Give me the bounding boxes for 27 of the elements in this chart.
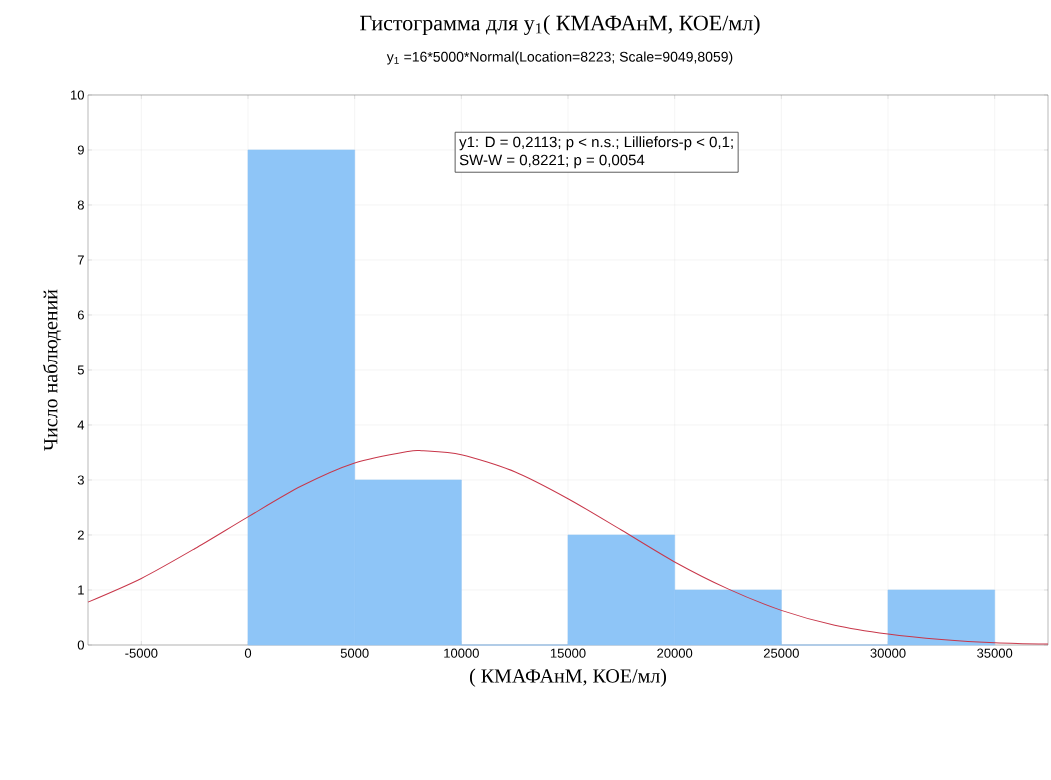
- y-tick-label: 4: [77, 420, 85, 430]
- x-tick-label: 30000: [870, 648, 906, 658]
- line-series: [87, 450, 1049, 645]
- x-tick-label: 10000: [444, 648, 479, 658]
- y-tick-label: 9: [77, 145, 84, 155]
- y-tick-label: 1: [78, 585, 84, 595]
- chart-title: Гистограмма для y$_{1}$( КМАФАнМ, КОЕ/мл): [360, 14, 760, 35]
- x-tick-label: 5000: [340, 648, 369, 658]
- y-tick-label: 3: [77, 475, 84, 485]
- y-tick-label: 0: [77, 640, 84, 650]
- y-tick-label: 2: [77, 530, 84, 540]
- x-tick-label: 20000: [657, 648, 693, 658]
- y-axis-title: Число наблюдений: [42, 289, 62, 451]
- x-axis-title: ( КМАФАнМ, КОЕ/мл): [469, 668, 667, 687]
- x-tick-label: -5000: [125, 648, 158, 658]
- chart-subtitle: y$_{1}$ =16*5000*Normal(Location=8223; Scale=9049,8059): [386, 51, 733, 65]
- y-tick-label: 5: [77, 365, 84, 375]
- annotation: y1: D = 0,2113; p < n.s.; Lilliefors-p < 0,1;: [459, 136, 733, 151]
- y-tick-label: 8: [77, 200, 84, 210]
- annotation: SW-W = 0,8221; p = 0,0054: [459, 154, 645, 169]
- y-tick-label: 6: [77, 310, 84, 320]
- x-tick-label: 0: [244, 648, 252, 658]
- x-tick-label: 35000: [977, 648, 1013, 658]
- y-tick-label: 7: [77, 255, 84, 265]
- y-tick-label: 10: [71, 90, 84, 100]
- x-tick-label: 25000: [763, 648, 799, 658]
- x-tick-label: 15000: [550, 648, 586, 658]
